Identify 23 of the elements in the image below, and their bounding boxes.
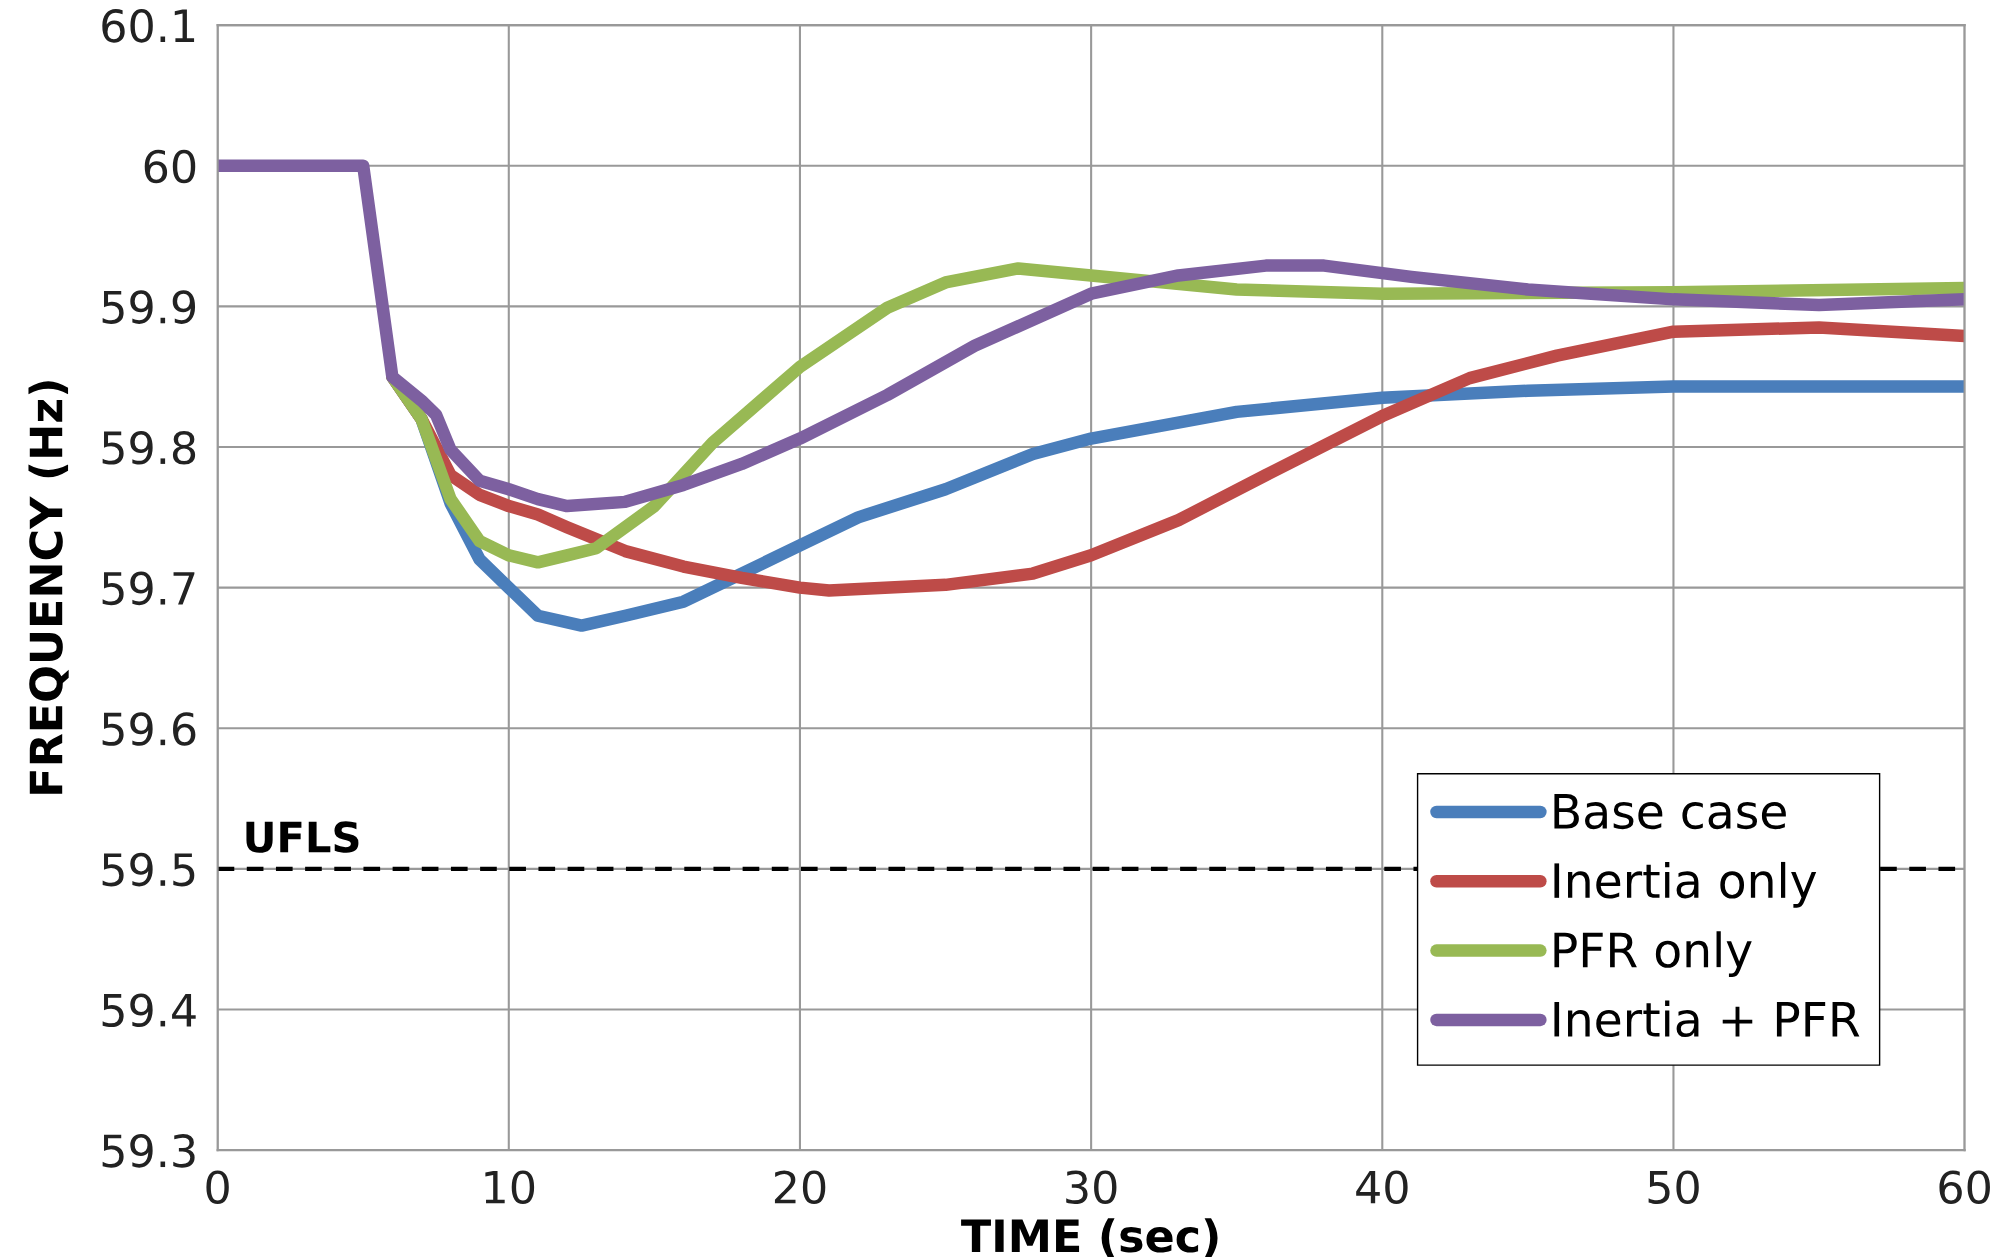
legend-label: Inertia + PFR [1554, 1000, 1860, 1038]
ref-line-label: UFLS [246, 821, 359, 853]
y-tick-label: 59.9 [102, 290, 196, 324]
x-axis-title: TIME (sec) [961, 1218, 1218, 1257]
legend-label: Inertia only [1554, 861, 1817, 908]
y-tick-label: 59.7 [102, 571, 195, 606]
y-axis-title: FREQUENCY (Hz) [28, 381, 69, 794]
x-tick-label: 30 [1066, 1170, 1117, 1204]
y-tick-label: 59.8 [102, 430, 196, 465]
y-tick-label: 59.3 [102, 1134, 195, 1168]
x-tick-label: 40 [1356, 1170, 1408, 1204]
x-tick-label: 60 [1939, 1170, 1990, 1204]
x-tick-label: 50 [1648, 1170, 1699, 1204]
y-tick-label: 59.4 [102, 993, 196, 1028]
legend-label: PFR only [1554, 931, 1752, 977]
y-tick-label: 59.5 [102, 852, 195, 887]
x-tick-label: 20 [774, 1170, 826, 1204]
x-tick-label: 0 [206, 1170, 229, 1204]
legend-label: Base case [1554, 794, 1786, 830]
y-tick-label: 59.6 [102, 712, 196, 746]
y-tick-label: 60.1 [102, 9, 195, 43]
y-tick-label: 60 [144, 149, 196, 184]
x-tick-label: 10 [485, 1170, 535, 1204]
